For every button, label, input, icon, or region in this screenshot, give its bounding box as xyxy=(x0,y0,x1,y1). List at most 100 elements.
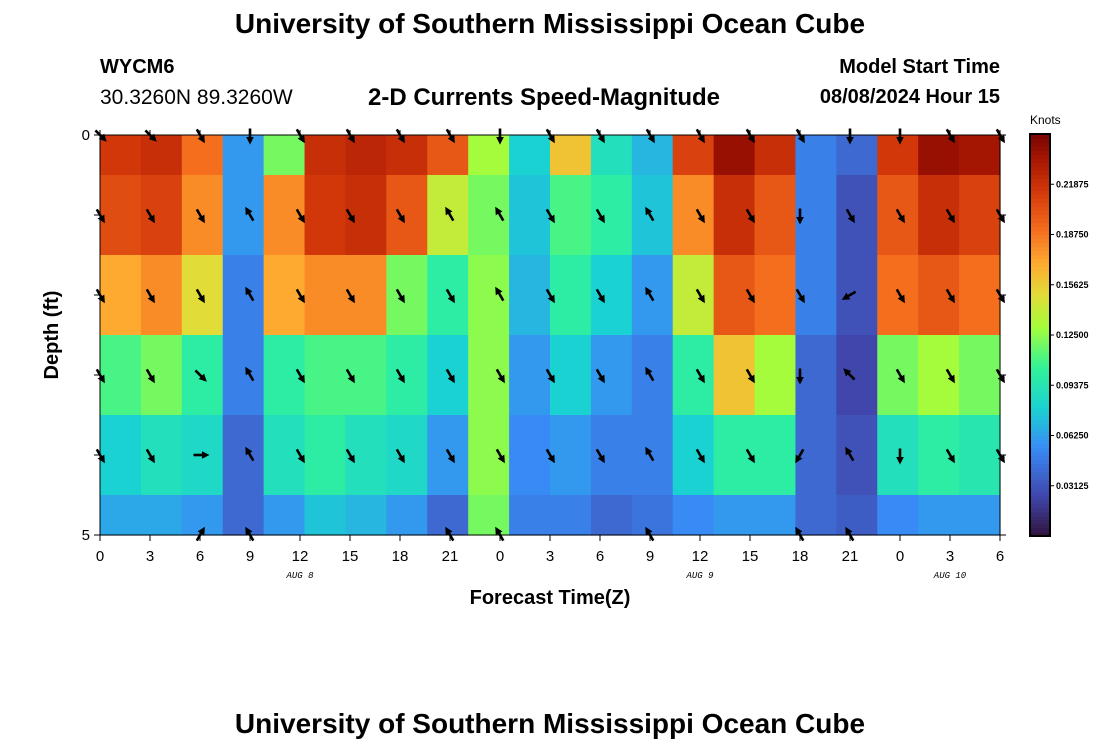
colorbar-segment xyxy=(1030,363,1050,368)
heatmap-cell xyxy=(959,255,1001,336)
colorbar-segment xyxy=(1030,367,1050,372)
colorbar-segment xyxy=(1030,134,1050,139)
page-title: University of Southern Mississippi Ocean… xyxy=(234,8,866,39)
heatmap-cell xyxy=(959,135,1001,176)
heatmap-cell xyxy=(427,255,469,336)
heatmap-cell xyxy=(140,175,183,256)
heatmap-cell xyxy=(959,495,1001,536)
colorbar-tick-label: 0.03125 xyxy=(1056,481,1089,491)
heatmap-cell xyxy=(795,415,837,496)
current-arrow xyxy=(645,446,655,462)
current-arrow xyxy=(345,368,355,384)
colorbar-segment xyxy=(1030,274,1050,280)
heatmap-cell xyxy=(550,335,592,416)
heatmap-cell xyxy=(427,415,469,496)
colorbar-segment xyxy=(1030,511,1050,517)
heatmap-cell xyxy=(672,255,715,336)
current-arrow xyxy=(495,368,505,384)
colorbar-segment xyxy=(1030,294,1050,300)
x-tick-label: 15 xyxy=(342,548,359,565)
heatmap-cell xyxy=(795,335,837,416)
current-arrow xyxy=(845,208,855,224)
current-arrow xyxy=(645,286,655,302)
colorbar-segment xyxy=(1030,395,1050,400)
colorbar-segment xyxy=(1030,330,1050,336)
colorbar-segment xyxy=(1030,154,1050,159)
colorbar-segment xyxy=(1030,314,1050,320)
heatmap-cell xyxy=(631,175,674,256)
current-arrow xyxy=(795,448,805,464)
x-axis: 0 3 6 9 12 15 18 21 0 3 6 9 12 15 18 21 0 3 6 AUG 8 AUG 9 AUG… xyxy=(96,130,1004,581)
heatmap-cell xyxy=(795,175,837,256)
colorbar-segment xyxy=(1030,238,1050,244)
heatmap-cell xyxy=(795,135,837,176)
current-arrow xyxy=(194,369,207,382)
colorbar-segment xyxy=(1030,459,1050,465)
heatmap-cell xyxy=(631,255,674,336)
x-tick-label: 21 xyxy=(442,548,459,565)
current-arrow xyxy=(195,208,205,224)
current-arrow xyxy=(945,448,955,464)
colorbar-segment xyxy=(1030,162,1050,167)
colorbar-segment xyxy=(1030,435,1050,441)
heatmap-cell xyxy=(304,135,347,176)
heatmap-cell xyxy=(468,335,510,416)
x-tick-label: 6 xyxy=(996,548,1004,565)
heatmap-cell xyxy=(918,175,960,256)
current-arrow xyxy=(395,448,405,464)
current-arrow xyxy=(695,208,705,224)
heatmap-cell xyxy=(754,415,797,496)
current-arrow xyxy=(245,446,255,462)
colorbar-segment xyxy=(1030,250,1050,256)
colorbar-segment xyxy=(1030,523,1050,529)
colorbar-segment xyxy=(1030,326,1050,332)
heatmap-cell xyxy=(631,135,674,176)
colorbar-segment xyxy=(1030,431,1050,437)
colorbar-segment xyxy=(1030,335,1050,340)
heatmap-cell xyxy=(754,335,797,416)
colorbar-segment xyxy=(1030,242,1050,248)
heatmap-cell xyxy=(181,175,224,256)
colorbar-segment xyxy=(1030,234,1050,240)
colorbar-segment xyxy=(1030,178,1050,183)
current-arrow xyxy=(545,208,555,224)
heatmap-cell xyxy=(181,255,224,336)
current-arrow xyxy=(295,288,305,304)
x-tick-label: 3 xyxy=(946,548,954,565)
heatmap-cell xyxy=(672,135,715,176)
current-arrow xyxy=(745,208,755,224)
heatmap-cell xyxy=(386,335,428,416)
current-arrow xyxy=(445,368,455,384)
current-arrow xyxy=(695,368,705,384)
heatmap-cell xyxy=(754,175,797,256)
heatmap-cell xyxy=(509,415,551,496)
current-arrow xyxy=(595,288,605,304)
colorbar-segment xyxy=(1030,150,1050,155)
heatmap-cell xyxy=(754,255,797,336)
heatmap-cell xyxy=(590,255,633,336)
heatmap-cell xyxy=(590,415,633,496)
colorbar-segment xyxy=(1030,467,1050,473)
x-tick-label: 9 xyxy=(646,548,654,565)
current-arrow xyxy=(295,208,305,224)
colorbar-segment xyxy=(1030,258,1050,264)
colorbar-segment xyxy=(1030,302,1050,308)
current-arrow xyxy=(843,368,856,381)
colorbar-tick-label: 0.15625 xyxy=(1056,280,1089,290)
heatmap-cell xyxy=(877,495,919,536)
heatmap-cell xyxy=(550,495,592,536)
heatmap-cell xyxy=(222,255,265,336)
heatmap-cell xyxy=(100,175,142,256)
heatmap-cell xyxy=(100,135,142,176)
colorbar-segment xyxy=(1030,318,1050,324)
colorbar-segment xyxy=(1030,298,1050,304)
colorbar-segment xyxy=(1030,391,1050,396)
heatmap-cell xyxy=(836,175,878,256)
heatmap-cell xyxy=(386,255,428,336)
colorbar-segment xyxy=(1030,146,1050,151)
colorbar-segment xyxy=(1030,439,1050,445)
colorbar-segment xyxy=(1030,379,1050,384)
heatmap-cell xyxy=(836,255,878,336)
colorbar-segment xyxy=(1030,278,1050,284)
heatmap-cell xyxy=(713,135,756,176)
